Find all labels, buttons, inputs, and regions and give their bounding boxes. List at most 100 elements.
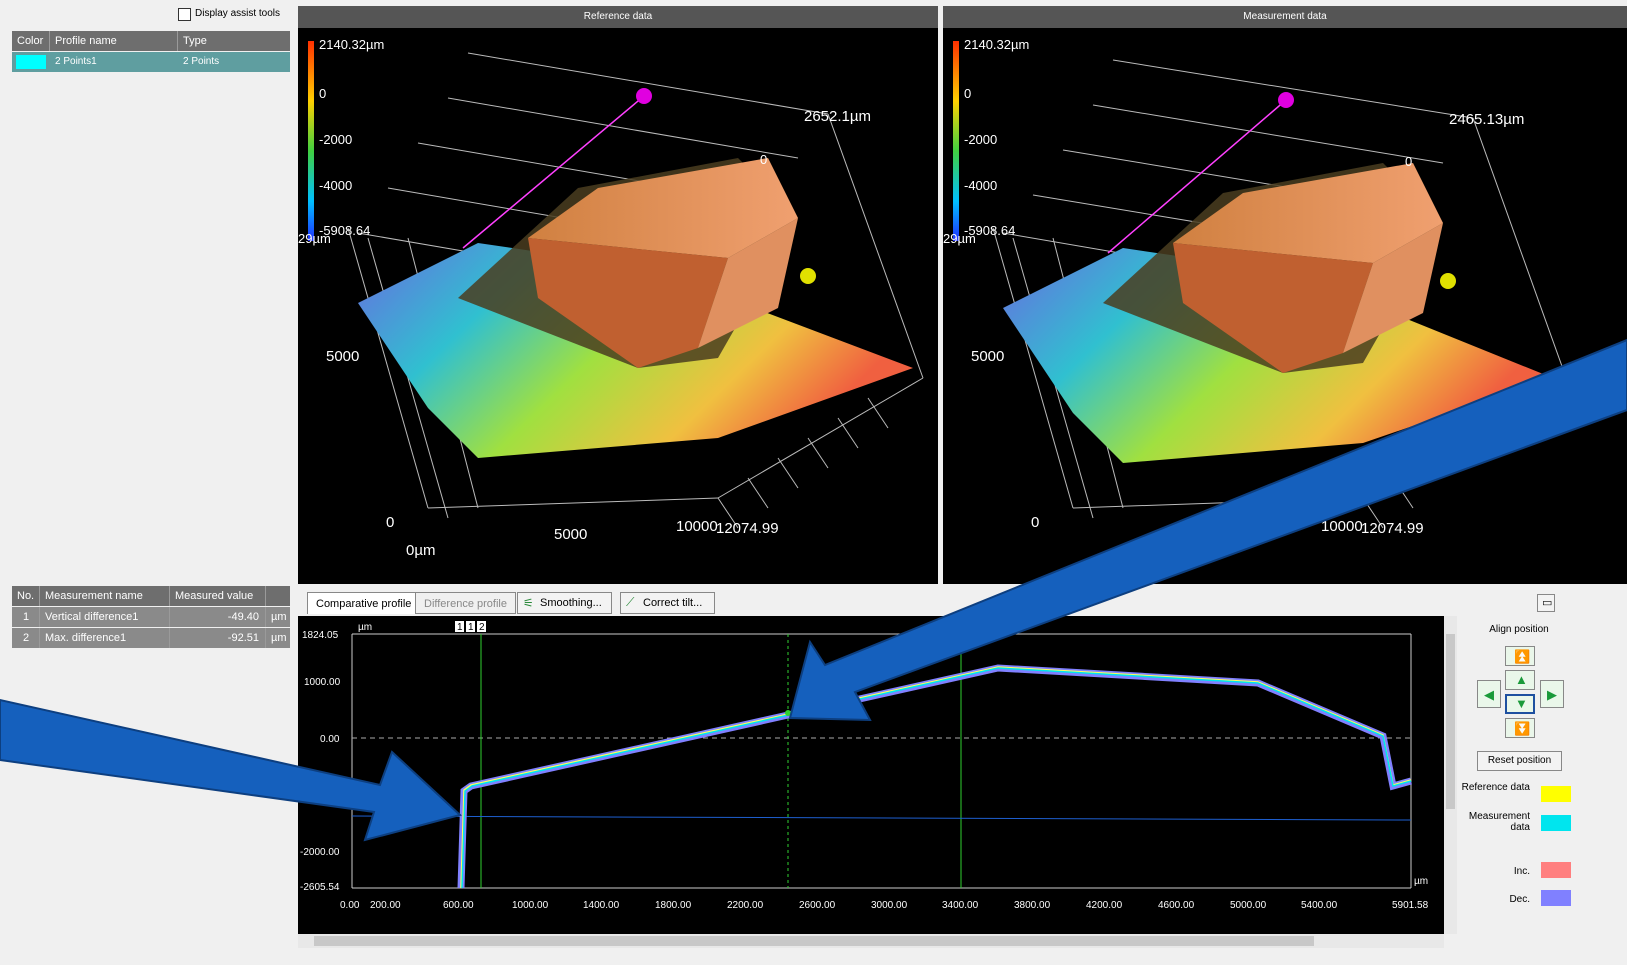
profile-color-swatch: [16, 55, 46, 69]
axis-origin-label: 0µm: [406, 542, 436, 559]
profile-chart-svg[interactable]: 1 1 2 µm 1824.05 1000.00 0.00 -2000.00 -…: [298, 616, 1444, 934]
axis-label: 10000: [1321, 518, 1363, 535]
measurement-3d-view[interactable]: 2140.32µm 0 -2000 -4000 -5908.64 29µm 24…: [943, 28, 1627, 584]
column-measurement-name: Measurement name: [40, 586, 170, 606]
legend-label: Measurement data: [1468, 811, 1530, 833]
measurement-row[interactable]: 2 Max. difference1 -92.51 µm: [12, 628, 290, 648]
align-up-fast-button[interactable]: ⏫: [1505, 646, 1535, 666]
marker-label: 1: [468, 622, 474, 633]
measurement-table-header: No. Measurement name Measured value: [12, 586, 290, 606]
yellow-point[interactable]: [800, 268, 816, 284]
smoothing-button[interactable]: ⚟ Smoothing...: [517, 592, 612, 614]
x-tick: 600.00: [443, 900, 474, 911]
x-tick: 0.00: [340, 900, 360, 911]
x-tick: 5901.58: [1392, 900, 1429, 911]
row-no: 1: [12, 607, 40, 627]
smoothing-icon: ⚟: [523, 596, 534, 610]
reference-3d-view[interactable]: 2140.32µm 0 -2000 -4000 -5908.64 29µm 26…: [298, 28, 938, 584]
x-tick: 4600.00: [1158, 900, 1195, 911]
x-tick: 2200.00: [727, 900, 764, 911]
scale-tick: -4000: [964, 178, 998, 193]
legend-label: Inc.: [1513, 866, 1530, 877]
triangle-up-icon: ▲: [1515, 672, 1528, 687]
measurement-3d-surface[interactable]: [943, 28, 1627, 584]
axis-corner-label: 2465.13µm: [1449, 111, 1525, 128]
reference-data-title: Reference data: [298, 6, 938, 28]
marker-label: 1: [457, 622, 463, 633]
column-color: Color: [12, 31, 50, 51]
measurement-data-title: Measurement data: [943, 6, 1627, 28]
correct-tilt-button[interactable]: ⟋ Correct tilt...: [620, 592, 715, 614]
axis-label: 0: [1031, 514, 1040, 531]
correct-tilt-icon: ⟋: [626, 595, 635, 609]
axis-label: 5000: [326, 348, 360, 365]
y-tick: 1824.05: [302, 630, 339, 641]
scale-min: -5908.64: [964, 223, 1016, 238]
axis-label: 5000: [554, 526, 588, 543]
legend-swatch-dec: [1541, 890, 1571, 906]
legend-swatch-reference: [1541, 786, 1571, 802]
scale-unit: 29µm: [298, 231, 331, 246]
scale-tick: -4000: [319, 178, 353, 193]
y-tick: -2605.54: [300, 882, 340, 893]
y-tick: 1000.00: [304, 677, 341, 688]
column-measured-value: Measured value: [170, 586, 266, 606]
magenta-point[interactable]: [636, 88, 652, 104]
vertical-scrollbar[interactable]: [1444, 616, 1457, 934]
double-chevron-up-icon: ⏫: [1514, 649, 1531, 664]
marker-label: 2: [479, 622, 485, 633]
axis-corner-label: 2652.1µm: [804, 108, 872, 125]
row-unit: µm: [271, 611, 287, 623]
measurement-row[interactable]: 1 Vertical difference1 -49.40 µm: [12, 607, 290, 627]
x-tick: 5400.00: [1301, 900, 1338, 911]
scale-max: 2140.32µm: [319, 37, 385, 52]
tab-difference-profile[interactable]: Difference profile: [415, 592, 516, 614]
align-right-button[interactable]: ▶: [1540, 680, 1564, 708]
profile-row[interactable]: 2 Points1 2 Points: [12, 52, 290, 72]
x-tick: 1800.00: [655, 900, 692, 911]
reset-position-button[interactable]: Reset position: [1477, 751, 1562, 771]
legend-swatch-inc: [1541, 862, 1571, 878]
horizontal-scrollbar[interactable]: [298, 934, 1444, 948]
axis-label: 12074.99: [1361, 520, 1424, 537]
tab-comparative-profile[interactable]: Comparative profile: [307, 592, 421, 614]
scale-unit: 29µm: [943, 231, 976, 246]
display-assist-tools-checkbox[interactable]: [178, 8, 191, 21]
x-tick: 3800.00: [1014, 900, 1051, 911]
magenta-point[interactable]: [1278, 92, 1294, 108]
axis-label: 12074.99: [716, 520, 779, 537]
axis-label: 10000: [676, 518, 718, 535]
x-tick: 3400.00: [942, 900, 979, 911]
axis-label: 0: [1405, 154, 1413, 169]
profile-type-cell: 2 Points: [183, 56, 220, 67]
yellow-point[interactable]: [1440, 273, 1456, 289]
legend-label: Reference data: [1461, 782, 1530, 793]
scale-tick: 0: [964, 86, 972, 101]
align-down-fast-button[interactable]: ⏬: [1505, 718, 1535, 738]
x-tick: 5000.00: [1230, 900, 1267, 911]
triangle-right-icon: ▶: [1547, 687, 1557, 702]
axis-label: 5000: [1199, 526, 1233, 543]
scrollbar-thumb[interactable]: [314, 936, 1314, 946]
align-left-button[interactable]: ◀: [1477, 680, 1501, 708]
scrollbar-thumb[interactable]: [1446, 634, 1455, 809]
row-no: 2: [12, 628, 40, 648]
minimize-button[interactable]: ▭: [1537, 594, 1555, 612]
align-position-label: Align position: [1489, 624, 1549, 635]
legend-swatch-measurement: [1541, 815, 1571, 831]
row-name: Max. difference1: [40, 628, 170, 648]
triangle-down-icon: ▼: [1515, 696, 1528, 711]
profile-table-header: Color Profile name Type: [12, 31, 290, 51]
x-tick: 1000.00: [512, 900, 549, 911]
x-tick: 1400.00: [583, 900, 620, 911]
align-down-button[interactable]: ▼: [1505, 694, 1535, 714]
align-up-button[interactable]: ▲: [1505, 670, 1535, 690]
row-unit: µm: [271, 632, 287, 644]
reference-3d-surface[interactable]: [298, 28, 938, 584]
minimize-icon: ▭: [1542, 597, 1553, 609]
row-value: -92.51: [170, 628, 266, 648]
y-tick: -2000.00: [300, 847, 340, 858]
x-unit: µm: [1414, 876, 1428, 887]
profile-chart[interactable]: 1 1 2 µm 1824.05 1000.00 0.00 -2000.00 -…: [298, 616, 1444, 934]
x-tick: 3000.00: [871, 900, 908, 911]
